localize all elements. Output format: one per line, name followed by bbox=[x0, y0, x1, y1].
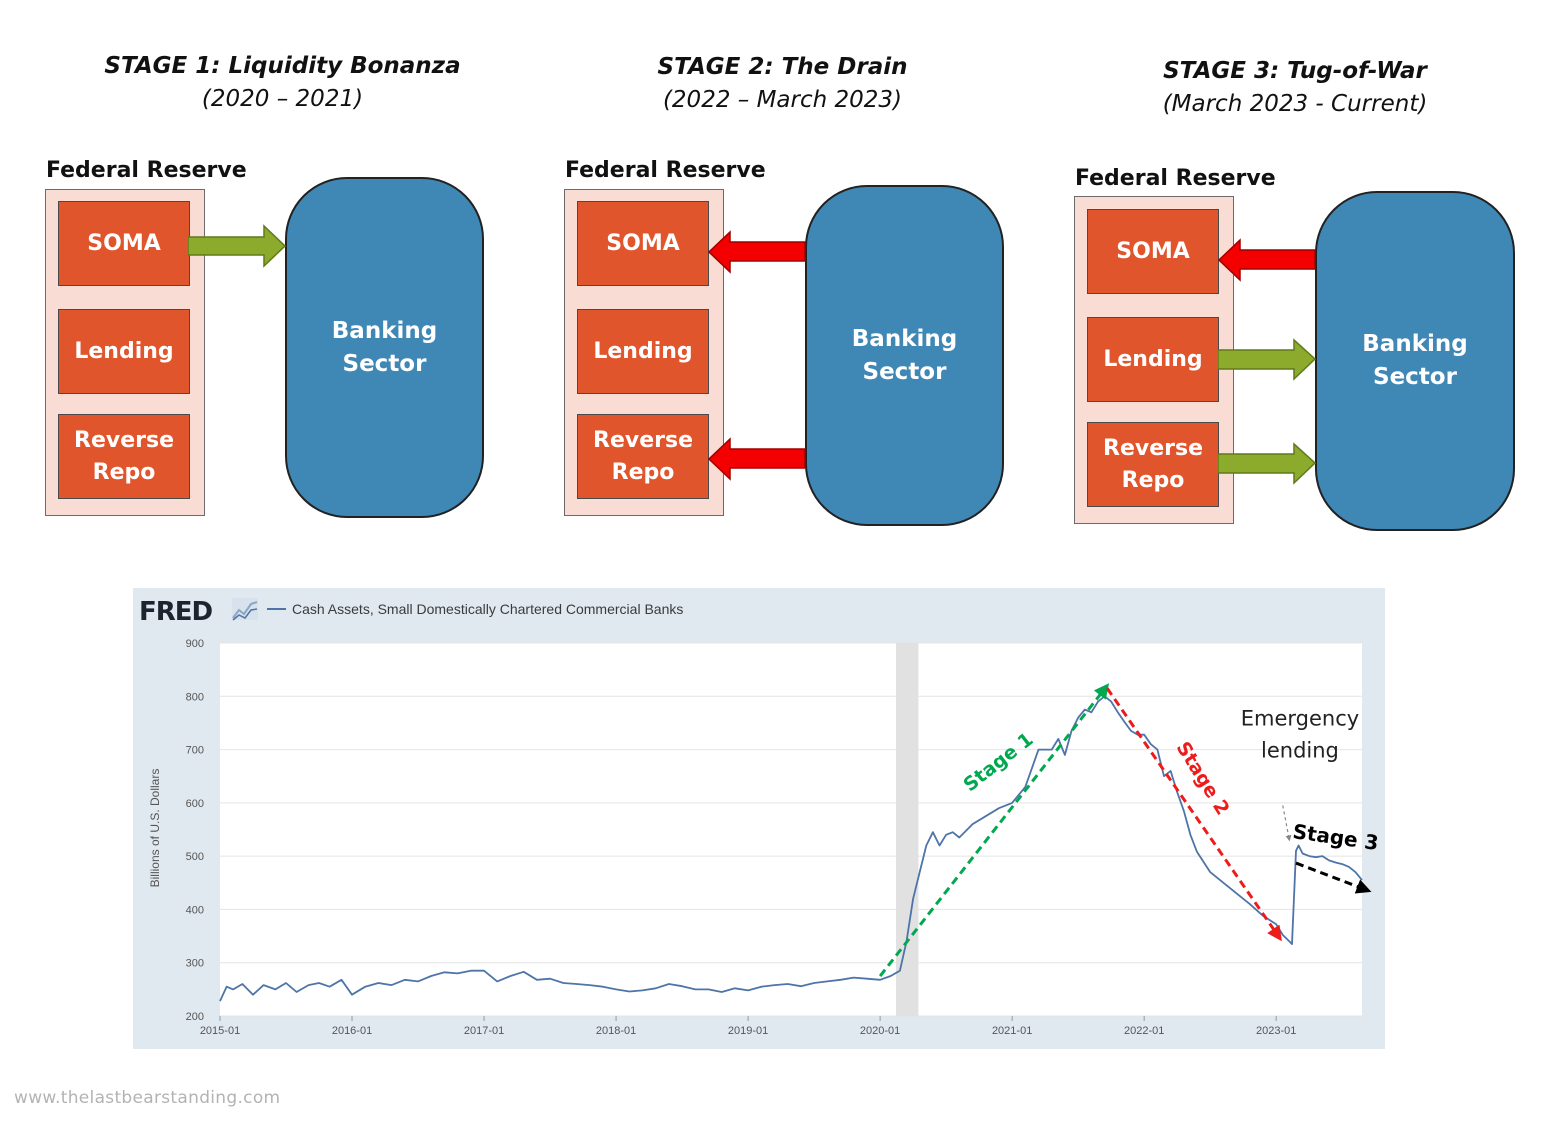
annotation-arrow-1 bbox=[878, 683, 1110, 977]
fred-logo: FRED bbox=[139, 597, 213, 627]
stage-2-reverse-repo-arrow-icon bbox=[708, 437, 806, 481]
stage-3-lending-box: Lending bbox=[1087, 317, 1219, 402]
y-tick-label: 500 bbox=[186, 851, 204, 863]
stage-3-soma-box: SOMA bbox=[1087, 209, 1219, 294]
stage-3-banking-sector: Banking Sector bbox=[1315, 191, 1515, 531]
fred-logo-chart-icon bbox=[232, 598, 258, 621]
x-tick-label: 2016-01 bbox=[332, 1025, 372, 1037]
stage-2-soma-box: SOMA bbox=[577, 201, 709, 286]
fred-chart: FRED Cash Assets, Small Domestically Cha… bbox=[139, 597, 1380, 1037]
y-axis-label: Billions of U.S. Dollars bbox=[148, 769, 162, 888]
stage-1-soma-box: SOMA bbox=[58, 201, 190, 286]
x-tick-label: 2023-01 bbox=[1256, 1025, 1296, 1037]
stage-3-fed-label: Federal Reserve bbox=[1075, 166, 1276, 191]
y-tick-label: 200 bbox=[186, 1011, 204, 1023]
stage-1-period: (2020 – 2021) bbox=[201, 86, 364, 112]
stage-1-reverse-repo-box: Reverse Repo bbox=[58, 414, 190, 499]
plot-area bbox=[220, 643, 1362, 1016]
x-tick-label: 2021-01 bbox=[992, 1025, 1032, 1037]
stage-2-reverse-repo-box: Reverse Repo bbox=[577, 414, 709, 499]
stage-2-fed-label: Federal Reserve bbox=[565, 158, 766, 183]
stage-2-title: STAGE 2: The Drain (2022 – March 2023) bbox=[600, 51, 965, 117]
y-tick-label: 700 bbox=[186, 745, 204, 757]
stage-1-title-text: STAGE 1: Liquidity Bonanza bbox=[104, 53, 461, 79]
legend-series-name: Cash Assets, Small Domestically Chartere… bbox=[292, 601, 683, 617]
stage-1-banking-sector: Banking Sector bbox=[285, 177, 484, 518]
x-tick-label: 2018-01 bbox=[596, 1025, 636, 1037]
watermark: www.thelastbearstanding.com bbox=[14, 1088, 281, 1108]
stage-2-title-text: STAGE 2: The Drain bbox=[657, 54, 908, 80]
annotation-arrow-2 bbox=[1105, 687, 1282, 942]
stage-3-reverse-repo-arrow-icon bbox=[1218, 442, 1316, 485]
x-tick-label: 2017-01 bbox=[464, 1025, 504, 1037]
stage-3-period: (March 2023 - Current) bbox=[1162, 91, 1428, 117]
series-line bbox=[219, 695, 1363, 1002]
x-tick-label: 2019-01 bbox=[728, 1025, 768, 1037]
stage-3-lending-arrow-icon bbox=[1218, 338, 1316, 381]
stage-1-fed-label: Federal Reserve bbox=[46, 158, 247, 183]
y-tick-label: 400 bbox=[186, 904, 204, 916]
stage-3-title: STAGE 3: Tug-of-War (March 2023 - Curren… bbox=[1110, 55, 1480, 121]
x-tick-label: 2020-01 bbox=[860, 1025, 900, 1037]
stage-1-lending-box: Lending bbox=[58, 309, 190, 394]
y-tick-label: 600 bbox=[186, 798, 204, 810]
emergency-lending-label: Emergency lending bbox=[1241, 707, 1359, 763]
x-tick-label: 2015-01 bbox=[200, 1025, 240, 1037]
y-tick-label: 300 bbox=[186, 958, 204, 970]
y-tick-label: 900 bbox=[186, 638, 204, 650]
stage-2-period: (2022 – March 2023) bbox=[662, 87, 903, 113]
stage-3-reverse-repo-box: Reverse Repo bbox=[1087, 422, 1219, 507]
stage-2-soma-arrow-icon bbox=[708, 230, 806, 274]
y-tick-label: 800 bbox=[186, 691, 204, 703]
recession-shading bbox=[895, 643, 919, 1016]
stage-3-title-text: STAGE 3: Tug-of-War bbox=[1163, 58, 1427, 84]
stage-1-title: STAGE 1: Liquidity Bonanza (2020 – 2021) bbox=[100, 50, 465, 116]
stage-3-soma-arrow-icon bbox=[1218, 238, 1316, 282]
stage-2-banking-sector: Banking Sector bbox=[805, 185, 1004, 526]
stage-2-lending-box: Lending bbox=[577, 309, 709, 394]
x-tick-label: 2022-01 bbox=[1124, 1025, 1164, 1037]
fred-chart-panel: FRED Cash Assets, Small Domestically Cha… bbox=[133, 588, 1385, 1049]
stage-1-soma-arrow-icon bbox=[188, 224, 286, 268]
